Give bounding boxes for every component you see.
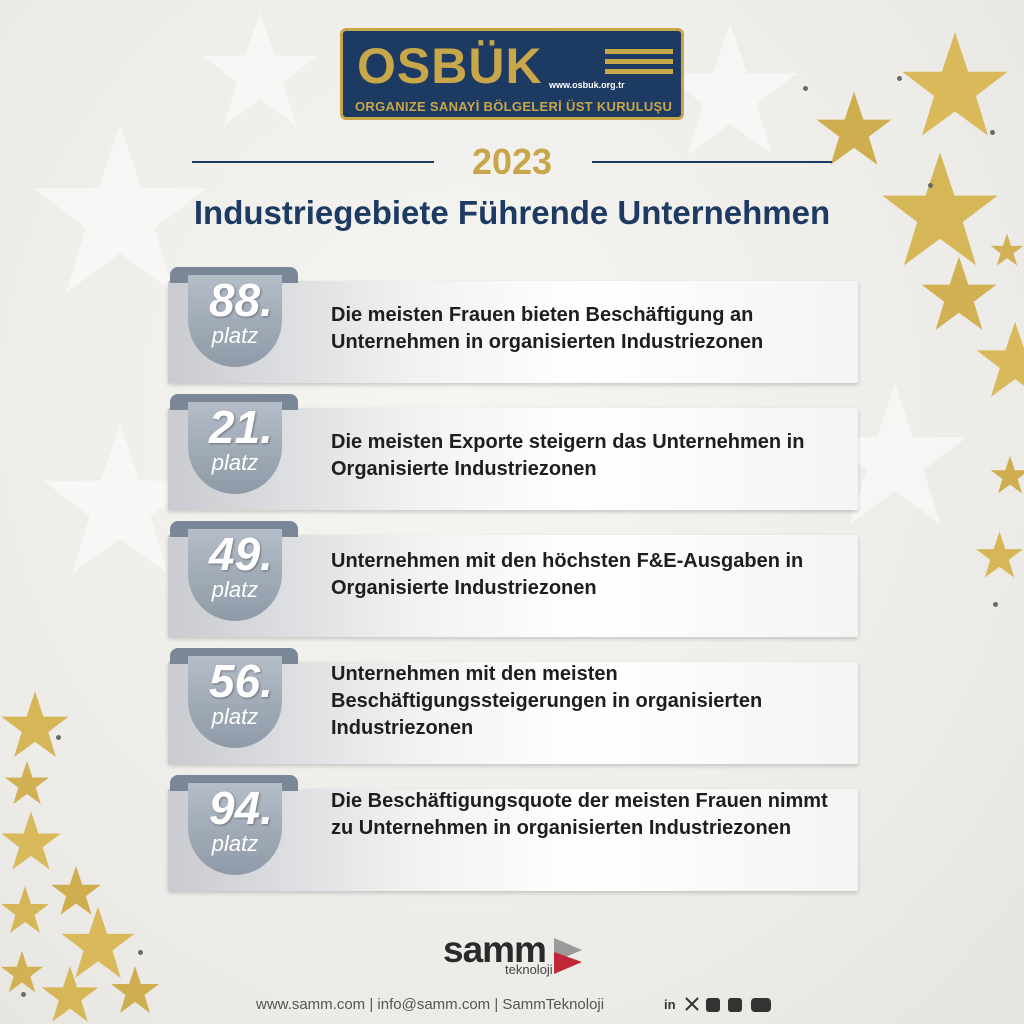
rank-number: 21.	[209, 401, 273, 453]
gold-star	[111, 966, 159, 1013]
rank-unit: platz	[211, 831, 259, 856]
gold-star	[990, 455, 1024, 494]
gold-star	[816, 91, 892, 165]
ranking-card	[168, 662, 858, 764]
ranking-card	[168, 535, 858, 637]
gold-star	[976, 321, 1024, 397]
ranking-text: Unternehmen mit den höchsten F&E-Ausgabe…	[331, 550, 804, 599]
rank-number: 56.	[209, 655, 273, 707]
decor-dot	[803, 86, 808, 91]
decor-dot	[928, 183, 933, 188]
brand-subtitle: teknoloji	[505, 962, 553, 977]
rank-number: 94.	[209, 782, 273, 834]
brand-name: samm	[443, 929, 547, 970]
facebook-icon[interactable]	[728, 998, 742, 1012]
linkedin-icon[interactable]: in	[664, 997, 676, 1012]
rank-unit: platz	[211, 323, 259, 348]
rank-number: 88.	[209, 274, 273, 326]
logo-stripes	[605, 49, 673, 79]
background-star	[33, 123, 207, 293]
rank-badge	[188, 275, 282, 367]
logo-name: OSBÜK	[357, 38, 543, 94]
ranking-card	[168, 408, 858, 510]
x-icon[interactable]	[685, 997, 699, 1011]
gold-star	[1, 811, 61, 870]
rank-unit: platz	[211, 450, 259, 475]
gold-star	[0, 950, 44, 993]
gold-star	[4, 760, 50, 805]
gold-star	[51, 866, 101, 915]
rank-number: 49.	[209, 528, 273, 580]
gold-star	[990, 233, 1024, 266]
samm-logo-mark-icon	[554, 938, 582, 974]
logo-subtitle: ORGANIZE SANAYİ BÖLGELERİ ÜST KURULUŞU	[355, 99, 673, 114]
decor-dot	[56, 735, 61, 740]
osbuk-logo: OSBÜK www.osbuk.org.tr ORGANIZE SANAYİ B…	[340, 28, 684, 120]
decor-dot	[21, 992, 26, 997]
background-star	[823, 383, 967, 524]
gold-star	[882, 152, 998, 266]
rank-badge	[188, 402, 282, 494]
year-divider-right	[592, 161, 832, 163]
rank-unit: platz	[211, 577, 259, 602]
decor-dot	[138, 950, 143, 955]
ranking-text: Die meisten Frauen bieten Beschäftigung …	[331, 304, 764, 353]
ranking-item: 49. platz Unternehmen mit den höchsten F…	[168, 521, 858, 639]
background-star	[202, 12, 318, 126]
gold-star	[61, 906, 135, 978]
decor-dot	[990, 130, 995, 135]
ranking-item: 88. platz Die meisten Frauen bieten Besc…	[168, 267, 858, 385]
ranking-text: Die meisten Exporte steigern das Unterne…	[331, 431, 805, 480]
ranking-text: Die Beschäftigungsquote der meisten Frau…	[331, 790, 828, 839]
instagram-icon[interactable]	[706, 998, 720, 1012]
ranking-card	[168, 789, 858, 891]
youtube-icon[interactable]	[751, 998, 771, 1012]
gold-star	[921, 256, 997, 330]
background-star	[662, 22, 798, 155]
ranking-item: 21. platz Die meisten Exporte steigern d…	[168, 394, 858, 512]
year-divider-left	[192, 161, 434, 163]
gold-star	[41, 966, 99, 1022]
ranking-item: 94. platz Die Beschäftigungsquote der me…	[168, 775, 858, 893]
logo-url: www.osbuk.org.tr	[549, 80, 625, 90]
gold-star	[975, 531, 1024, 578]
contact-line: www.samm.com | info@samm.com | SammTekno…	[256, 996, 605, 1013]
ranking-item: 56. platz Unternehmen mit den meisten Be…	[168, 648, 858, 766]
gold-star	[902, 32, 1008, 136]
rank-badge	[188, 783, 282, 875]
decor-dot	[993, 602, 998, 607]
page-title: Industriegebiete Führende Unternehmen	[193, 194, 831, 231]
ranking-text: Unternehmen mit den meisten Beschäftigun…	[331, 663, 763, 739]
ranking-card	[168, 281, 858, 383]
rank-badge	[188, 656, 282, 748]
gold-star	[1, 886, 49, 933]
decor-dot	[897, 76, 902, 81]
gold-star	[1, 691, 69, 758]
rank-badge	[188, 529, 282, 621]
background-star	[43, 423, 197, 574]
year-heading: 2023	[471, 141, 553, 182]
rank-unit: platz	[211, 704, 259, 729]
